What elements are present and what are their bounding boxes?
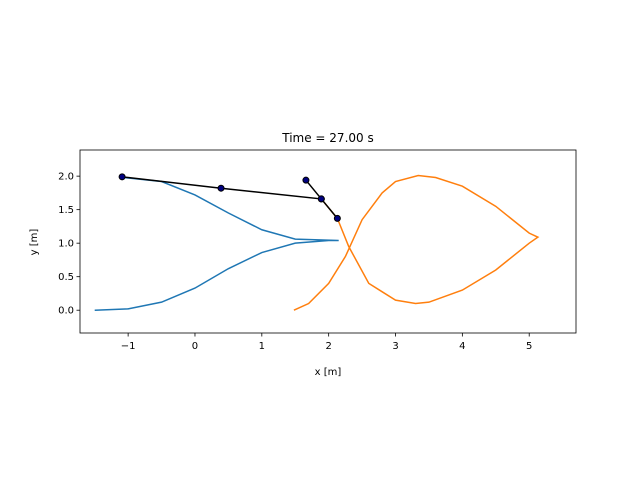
chart-title: Time = 27.00 s: [281, 131, 373, 145]
x-tick-label: 3: [392, 341, 398, 352]
x-tick-label: −1: [121, 341, 136, 352]
y-tick-label: 0.5: [58, 272, 74, 283]
joint-marker: [333, 214, 341, 222]
joint-marker: [118, 173, 126, 181]
x-tick-label: 2: [325, 341, 331, 352]
y-axis-label: y [m]: [29, 229, 40, 256]
joint-marker: [302, 176, 310, 184]
data-line: [94, 176, 339, 311]
joint-marker: [317, 195, 325, 203]
x-tick-label: 1: [259, 341, 265, 352]
data-line: [293, 174, 540, 311]
data-line: [122, 176, 338, 219]
x-tick-label: 5: [526, 341, 532, 352]
joint-marker: [217, 184, 225, 192]
x-axis-label: x [m]: [315, 367, 342, 378]
y-tick-label: 1.5: [58, 205, 74, 216]
y-tick-label: 1.0: [58, 239, 74, 250]
y-tick-label: 2.0: [58, 172, 74, 183]
y-tick-label: 0.0: [58, 306, 74, 317]
x-tick-label: 4: [459, 341, 465, 352]
x-tick-label: 0: [192, 341, 198, 352]
plot-frame: [79, 149, 577, 334]
